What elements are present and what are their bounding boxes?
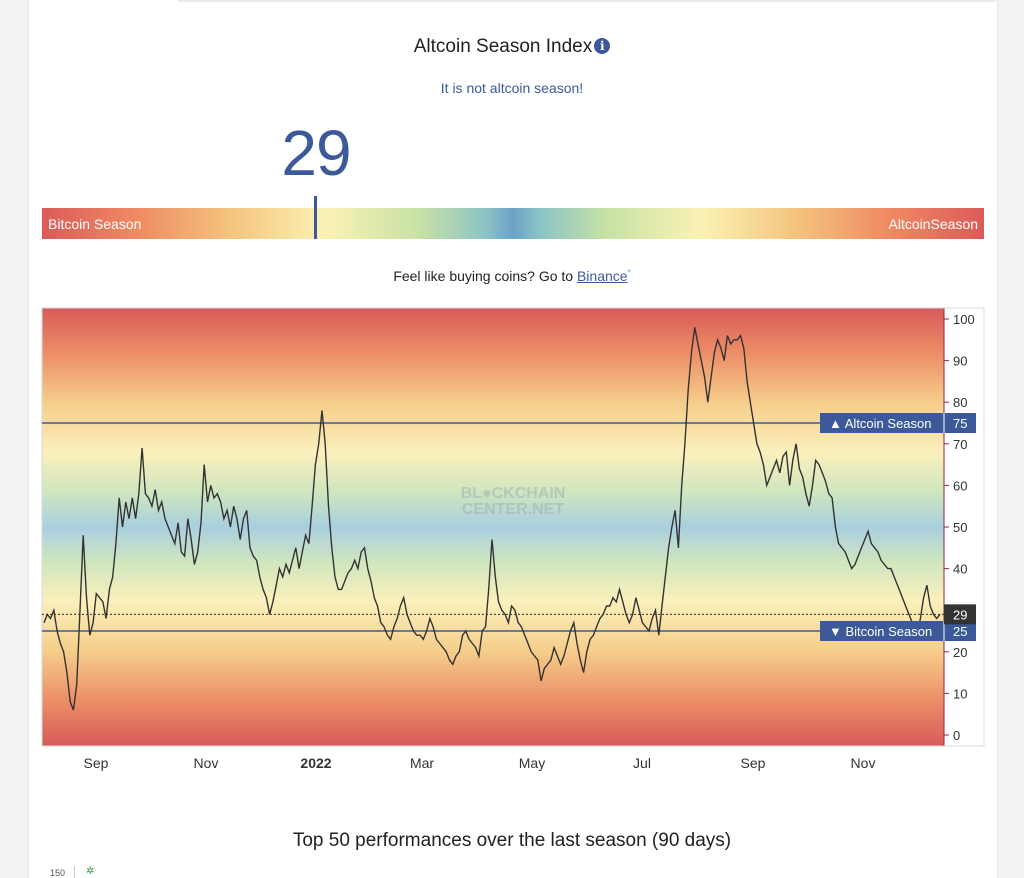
y-tick-label: 20 (953, 645, 967, 660)
season-gauge: Bitcoin Season AltcoinSeason (42, 208, 984, 239)
x-tick-label: Nov (194, 755, 219, 771)
x-tick-label: 2022 (300, 755, 331, 771)
y-tick-label: 70 (953, 437, 967, 452)
chart-background (42, 308, 944, 746)
gauge-right-label: AltcoinSeason (888, 216, 978, 232)
page-title-text: Altcoin Season Index (413, 36, 593, 57)
altcoin-index-chart: BL●CKCHAINCENTER.NET01020304050607080901… (41, 307, 985, 771)
reference-value: 75 (953, 416, 967, 431)
reference-label-box (820, 621, 976, 641)
index-value: 29 (281, 117, 351, 189)
x-tick-label: Nov (851, 755, 876, 771)
y-tick-label: 90 (953, 354, 967, 369)
x-tick-label: Mar (410, 755, 434, 771)
cta-text: Feel like buying coins? Go to (393, 268, 577, 284)
y-tick-label: 50 (953, 520, 967, 535)
coin-icon: ✲ (86, 866, 95, 877)
x-tick-label: Jul (633, 755, 651, 771)
top-performers-title: Top 50 performances over the last season… (292, 830, 732, 851)
watermark-line: CENTER.NET (462, 501, 564, 518)
mini-chart-tick: 150 (50, 868, 66, 878)
top-divider (178, 0, 996, 2)
reference-label-box (820, 413, 976, 433)
reference-label: ▼ Bitcoin Season (829, 624, 932, 639)
y-tick-label: 40 (953, 562, 967, 577)
y-tick-label: 100 (953, 312, 975, 327)
x-tick-label: Sep (84, 755, 109, 771)
index-series-line (43, 327, 941, 711)
current-value-box (944, 604, 976, 625)
buy-coins-prompt: Feel like buying coins? Go to Binance* (0, 268, 1024, 284)
y-tick-label: 0 (953, 728, 960, 743)
cta-marker: * (627, 268, 631, 278)
season-status: It is not altcoin season! (440, 80, 584, 96)
reference-label: ▲ Altcoin Season (829, 416, 931, 431)
chart-frame (41, 307, 985, 747)
reference-value: 25 (953, 624, 967, 639)
current-value-label: 29 (953, 607, 967, 622)
page-title: Altcoin Season Index i (0, 36, 1024, 58)
binance-link[interactable]: Binance (576, 268, 628, 284)
x-tick-label: Sep (741, 755, 766, 771)
x-tick-label: May (519, 755, 545, 771)
mini-chart-axis (74, 866, 75, 878)
y-tick-label: 60 (953, 478, 967, 493)
y-tick-label: 10 (953, 686, 967, 701)
info-icon[interactable]: i (594, 38, 611, 54)
gauge-marker (314, 196, 317, 239)
gauge-left-label: Bitcoin Season (48, 216, 142, 232)
y-tick-label: 80 (953, 395, 967, 410)
watermark-line: BL●CKCHAIN (461, 485, 566, 502)
y-axis-panel (944, 308, 984, 746)
